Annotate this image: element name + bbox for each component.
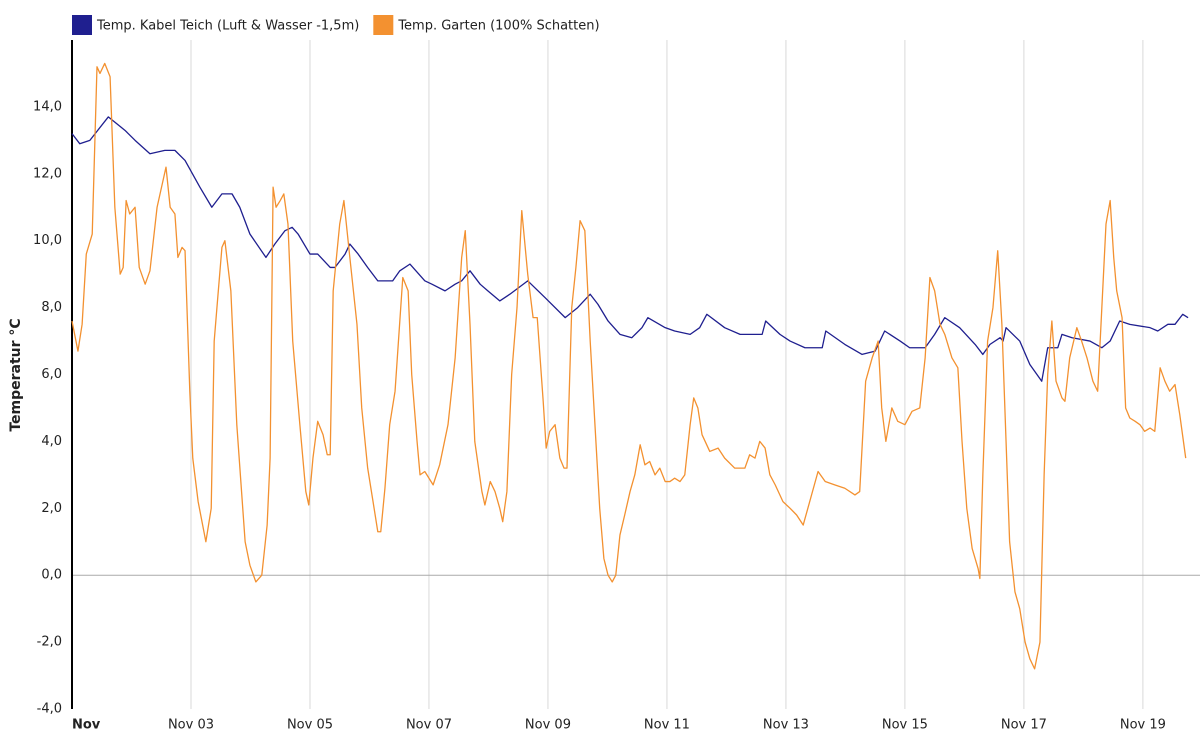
legend-swatch[interactable] — [373, 15, 394, 35]
y-tick-label: 2,0 — [41, 501, 62, 516]
y-tick-label: 6,0 — [41, 367, 62, 382]
series-line — [71, 116, 1189, 382]
y-tick-label: 0,0 — [41, 568, 62, 583]
y-tick-label: 12,0 — [33, 166, 62, 181]
legend-label[interactable]: Temp. Garten (100% Schatten) — [397, 19, 599, 34]
x-tick-label: Nov 05 — [287, 718, 333, 733]
x-tick-label: Nov 13 — [763, 718, 809, 733]
x-tick-label: Nov 15 — [882, 718, 928, 733]
y-tick-label: 4,0 — [41, 434, 62, 449]
series-line — [71, 62, 1187, 670]
y-tick-label: -2,0 — [37, 635, 62, 650]
legend-swatch[interactable] — [72, 15, 92, 35]
y-tick-label: -4,0 — [37, 702, 62, 717]
x-tick-label: Nov — [72, 718, 101, 733]
x-tick-label: Nov 19 — [1120, 718, 1166, 733]
x-tick-label: Nov 17 — [1001, 718, 1047, 733]
y-tick-label: 14,0 — [33, 99, 62, 114]
y-tick-label: 8,0 — [41, 300, 62, 315]
y-tick-label: 10,0 — [33, 233, 62, 248]
x-tick-label: Nov 03 — [168, 718, 214, 733]
x-tick-label: Nov 07 — [406, 718, 452, 733]
legend-label[interactable]: Temp. Kabel Teich (Luft & Wasser -1,5m) — [96, 19, 359, 34]
x-tick-label: Nov 09 — [525, 718, 571, 733]
y-axis-title: Temperatur °C — [8, 318, 24, 431]
x-tick-label: Nov 11 — [644, 718, 690, 733]
